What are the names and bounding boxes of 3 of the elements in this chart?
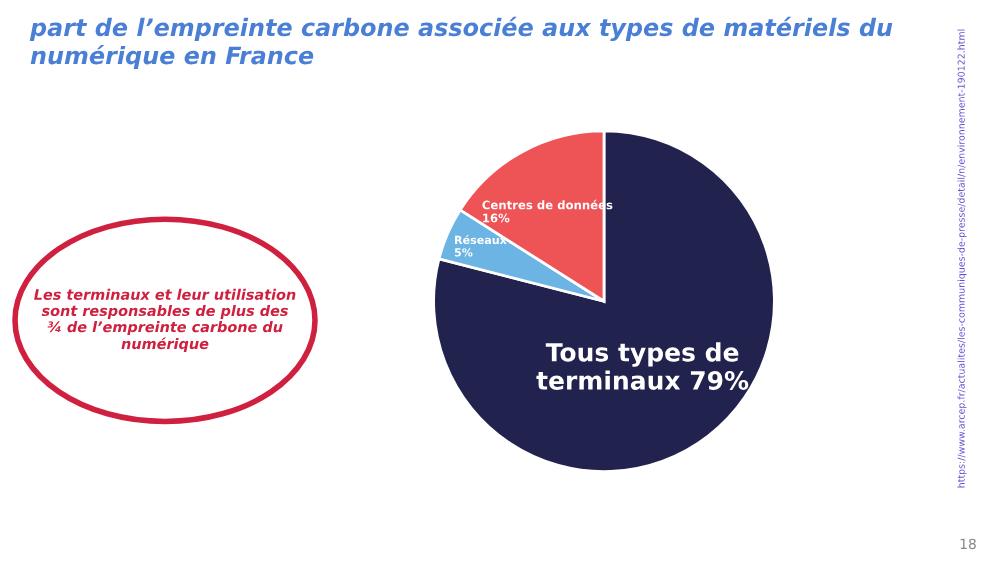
pie-slice [432,129,776,474]
slice-label: Tous types de terminaux 79% [536,342,749,390]
chart-title: part de l’empreinte carbone associée aux types de matériels du numérique en France [29,16,893,70]
